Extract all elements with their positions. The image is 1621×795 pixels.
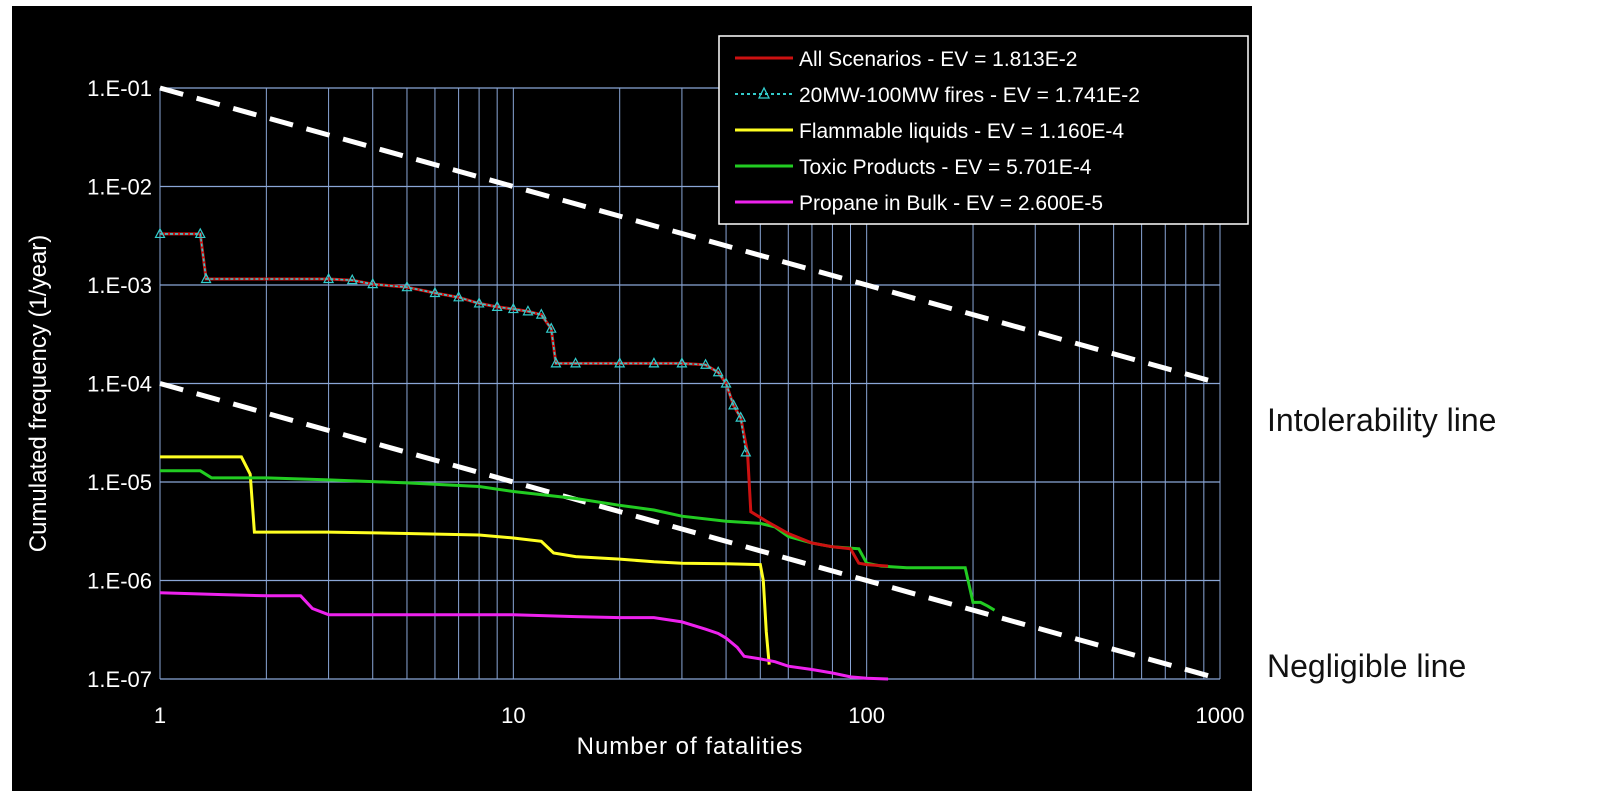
x-tick-label: 1 <box>154 703 166 728</box>
data-point-marker <box>491 300 503 311</box>
axis-layer: 1.E-07 1.E-06 1.E-05 1.E-04 1.E-03 1.E-02 1.E-… <box>25 76 1244 760</box>
y-tick-label: 1.E-02 <box>87 175 152 200</box>
negligible-line-label: Negligible line <box>1267 648 1467 684</box>
data-point-marker <box>522 305 534 316</box>
chart-panel: 1.E-07 1.E-06 1.E-05 1.E-04 1.E-03 1.E-02 1.E-… <box>12 6 1252 791</box>
legend: All Scenarios - EV = 1.813E-2 20MW-100MW … <box>718 35 1249 225</box>
y-tick-label: 1.E-06 <box>87 569 152 594</box>
data-point-marker <box>648 357 660 368</box>
criteria-lines <box>159 85 1221 682</box>
y-tick-label: 1.E-04 <box>87 372 152 397</box>
x-axis-title: Number of fatalities <box>577 733 804 760</box>
data-point-marker <box>712 365 724 377</box>
data-point-marker <box>720 377 732 388</box>
series-line <box>160 232 889 568</box>
intolerability-line-label: Intolerability line <box>1267 402 1497 438</box>
legend-label: Toxic Products - EV = 5.701E-4 <box>799 156 1092 179</box>
legend-label: Propane in Bulk - EV = 2.600E-5 <box>799 192 1103 215</box>
data-point-marker <box>570 357 582 368</box>
x-tick-label: 10 <box>501 703 525 728</box>
data-point-marker <box>401 280 413 292</box>
series-line <box>160 469 996 612</box>
legend-marker <box>757 86 771 99</box>
data-point-marker <box>346 273 358 285</box>
fn-curve-chart: 1.E-07 1.E-06 1.E-05 1.E-04 1.E-03 1.E-02 1.E-… <box>25 35 1249 760</box>
data-point-marker <box>676 357 688 368</box>
negligible-line <box>159 381 1221 682</box>
series-line <box>159 591 889 681</box>
series-line <box>160 455 771 665</box>
legend-label: All Scenarios - EV = 1.813E-2 <box>799 48 1077 71</box>
x-tick-label: 100 <box>848 703 885 728</box>
data-point-marker <box>535 308 547 319</box>
data-point-marker <box>740 446 752 457</box>
data-point-marker <box>154 227 166 239</box>
legend-label: 20MW-100MW fires - EV = 1.741E-2 <box>799 84 1140 107</box>
data-point-marker <box>545 322 557 333</box>
y-axis-title: Cumulated frequency (1/year) <box>25 235 52 552</box>
data-point-marker <box>194 227 206 239</box>
series-line <box>160 233 747 453</box>
legend-label: Flammable liquids - EV = 1.160E-4 <box>799 120 1124 143</box>
y-tick-label: 1.E-01 <box>87 76 152 101</box>
data-point-marker <box>735 411 747 422</box>
intolerability-line <box>159 85 1221 386</box>
data-point-marker <box>453 291 465 302</box>
data-point-marker <box>550 357 562 368</box>
data-point-marker <box>507 302 519 314</box>
x-tick-label: 1000 <box>1196 703 1245 728</box>
y-tick-label: 1.E-03 <box>87 273 152 298</box>
y-tick-label: 1.E-07 <box>87 667 152 692</box>
series-layer <box>154 227 996 681</box>
data-point-marker <box>200 272 212 284</box>
data-point-marker <box>473 297 485 308</box>
data-point-marker <box>429 286 441 298</box>
data-point-marker <box>728 399 740 410</box>
data-point-marker <box>700 358 712 369</box>
data-point-marker <box>614 357 626 368</box>
legend-box <box>718 35 1249 225</box>
y-tick-label: 1.E-05 <box>87 470 152 495</box>
data-point-marker <box>323 272 335 284</box>
data-point-marker <box>367 277 379 289</box>
